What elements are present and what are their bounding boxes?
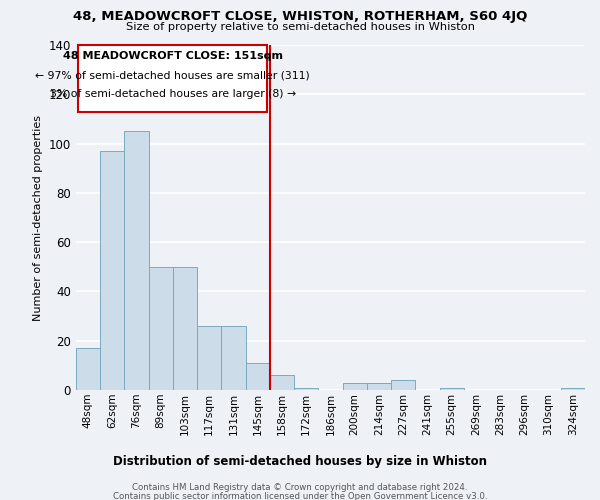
Bar — [124, 132, 149, 390]
Text: 3% of semi-detached houses are larger (8) →: 3% of semi-detached houses are larger (8… — [50, 90, 296, 100]
Bar — [197, 326, 221, 390]
Bar — [440, 388, 464, 390]
Text: Contains public sector information licensed under the Open Government Licence v3: Contains public sector information licen… — [113, 492, 487, 500]
Bar — [100, 151, 124, 390]
Bar — [245, 363, 270, 390]
Bar — [270, 376, 294, 390]
Text: Distribution of semi-detached houses by size in Whiston: Distribution of semi-detached houses by … — [113, 455, 487, 468]
Text: 48 MEADOWCROFT CLOSE: 151sqm: 48 MEADOWCROFT CLOSE: 151sqm — [63, 51, 283, 61]
Bar — [294, 388, 318, 390]
Text: 48, MEADOWCROFT CLOSE, WHISTON, ROTHERHAM, S60 4JQ: 48, MEADOWCROFT CLOSE, WHISTON, ROTHERHA… — [73, 10, 527, 23]
Bar — [221, 326, 245, 390]
Bar — [561, 388, 585, 390]
Text: Contains HM Land Registry data © Crown copyright and database right 2024.: Contains HM Land Registry data © Crown c… — [132, 483, 468, 492]
Text: Size of property relative to semi-detached houses in Whiston: Size of property relative to semi-detach… — [125, 22, 475, 32]
Bar — [343, 382, 367, 390]
Text: ← 97% of semi-detached houses are smaller (311): ← 97% of semi-detached houses are smalle… — [35, 71, 310, 81]
Y-axis label: Number of semi-detached properties: Number of semi-detached properties — [33, 114, 43, 320]
FancyBboxPatch shape — [78, 45, 268, 112]
Bar — [391, 380, 415, 390]
Bar — [76, 348, 100, 390]
Bar — [149, 267, 173, 390]
Bar — [173, 267, 197, 390]
Bar — [367, 382, 391, 390]
